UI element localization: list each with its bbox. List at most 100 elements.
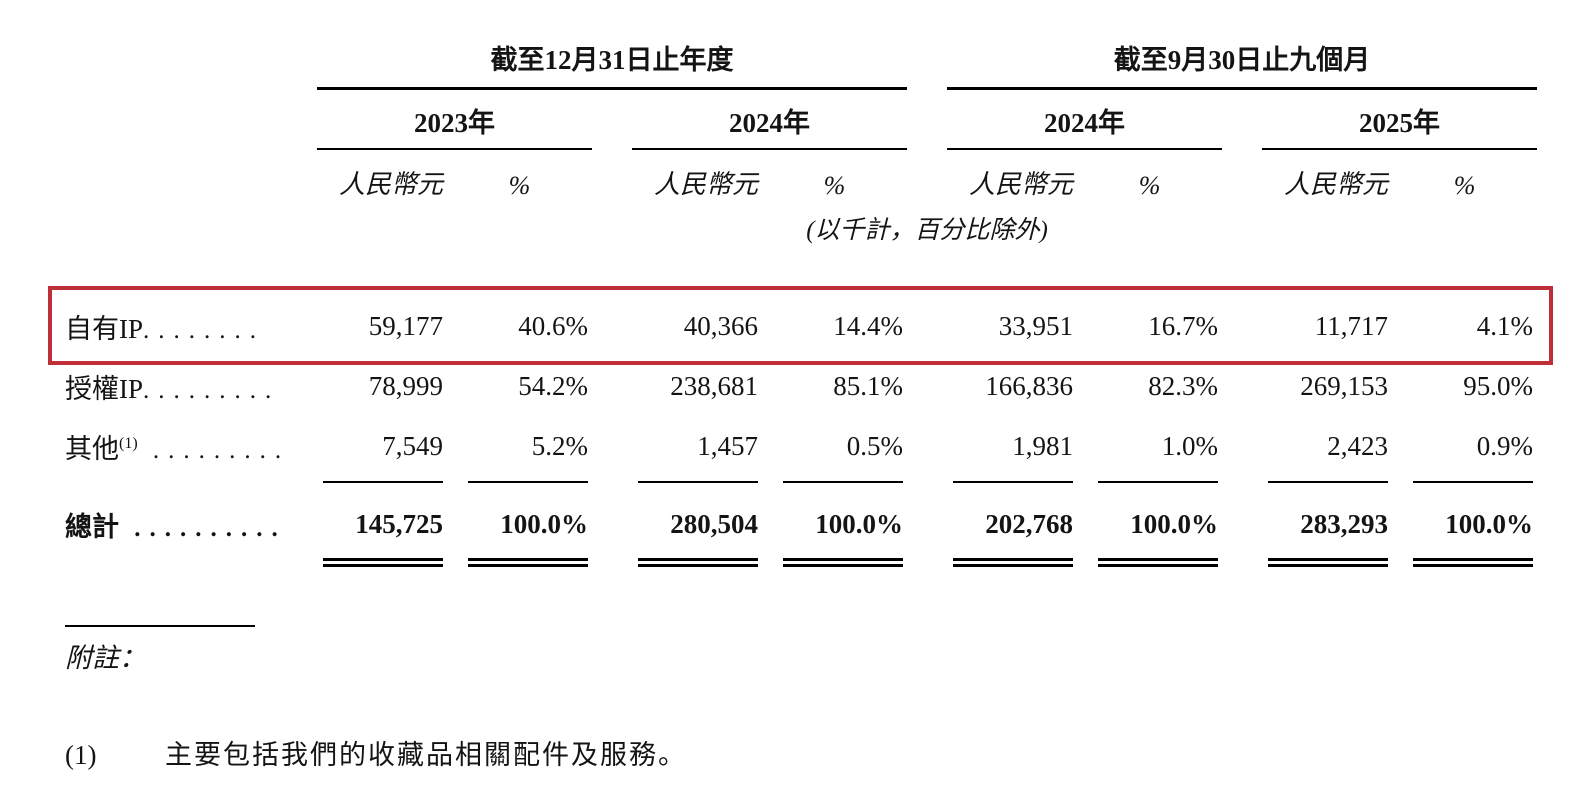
table-row-others: 其他(1) ......... 7,549 5.2% 1,457 0.5% 1,… xyxy=(65,417,1537,477)
row-label-others: 其他(1) ......... xyxy=(65,434,291,464)
spacer xyxy=(65,477,317,495)
unit-header-row: 人民幣元 % 人民幣元 % 人民幣元 % 人民幣元 % xyxy=(65,149,1537,205)
spacer xyxy=(592,477,632,495)
spacer xyxy=(1222,495,1262,555)
double-rule xyxy=(953,557,1074,567)
total-cell: 202,768 xyxy=(985,509,1074,539)
footnote-marker: (1) xyxy=(65,740,97,770)
single-rule xyxy=(1268,480,1389,483)
double-rule xyxy=(1268,557,1389,567)
value-cell: 14.4% xyxy=(833,311,904,341)
year-2024: 2024年 xyxy=(632,88,908,150)
dot-leader: ......... xyxy=(137,437,291,464)
value-cell: 59,177 xyxy=(368,311,443,341)
spacer xyxy=(907,555,947,577)
spacer xyxy=(592,89,632,149)
double-rule xyxy=(1413,557,1534,567)
spacer xyxy=(65,38,317,89)
period-header-9m: 截至9月30日止九個月 xyxy=(947,38,1538,90)
rule-cell xyxy=(1392,555,1537,577)
percent-header: % xyxy=(508,170,531,200)
year-header-row: 2023年 2024年 2024年 2025年 xyxy=(65,88,1538,150)
total-cell: 145,725 xyxy=(355,509,443,539)
spacer xyxy=(1222,417,1262,477)
value-cell: 82.3% xyxy=(1148,371,1219,401)
total-cell: 283,293 xyxy=(1300,509,1389,539)
spacer xyxy=(65,205,317,251)
rule-cell xyxy=(447,477,592,495)
rule-cell xyxy=(1262,477,1392,495)
value-cell: 1,457 xyxy=(697,431,758,461)
value-cell: 85.1% xyxy=(833,371,904,401)
value-cell: 1,981 xyxy=(1012,431,1074,461)
table-row-total: 總計 .......... 145,725 100.0% 280,504 100… xyxy=(65,495,1537,555)
spacer xyxy=(907,297,947,357)
unit-note: (以千計，百分比除外) xyxy=(806,216,1048,244)
value-cell: 0.5% xyxy=(846,431,904,461)
spacer xyxy=(907,38,947,89)
single-rule xyxy=(1098,480,1219,483)
percent-header: % xyxy=(1138,170,1161,200)
spacer xyxy=(65,251,1537,297)
single-rule xyxy=(783,480,904,483)
spacer xyxy=(1222,89,1262,149)
spacer xyxy=(907,149,947,205)
subtotal-rule-row xyxy=(65,477,1537,495)
year-9m-2024: 2024年 xyxy=(947,88,1223,150)
value-cell: 4.1% xyxy=(1476,311,1534,341)
total-cell: 280,504 xyxy=(670,509,758,539)
footnote-heading: 附註： xyxy=(65,643,146,673)
value-cell: 5.2% xyxy=(531,431,588,461)
total-cell: 100.0% xyxy=(1445,509,1534,539)
rule-cell xyxy=(1077,477,1222,495)
rule-cell xyxy=(1392,477,1537,495)
spacer xyxy=(592,495,632,555)
spacer xyxy=(65,555,317,577)
value-cell: 166,836 xyxy=(985,371,1074,401)
spacer xyxy=(65,89,317,149)
percent-header: % xyxy=(1453,170,1476,200)
spacer xyxy=(907,495,947,555)
total-cell: 100.0% xyxy=(1130,509,1219,539)
value-cell: 95.0% xyxy=(1463,371,1534,401)
spacer xyxy=(907,357,947,417)
spacer xyxy=(592,297,632,357)
group-header-row: 截至12月31日止年度 截至9月30日止九個月 xyxy=(65,38,1538,90)
footnote-ref: (1) xyxy=(119,435,138,452)
value-cell: 1.0% xyxy=(1161,431,1219,461)
rule-cell xyxy=(1077,555,1222,577)
table-row-own-ip: 自有IP........ 59,177 40.6% 40,366 14.4% 3… xyxy=(65,297,1537,357)
rule-cell xyxy=(947,555,1077,577)
spacer xyxy=(1222,149,1262,205)
value-cell: 7,549 xyxy=(382,431,443,461)
double-rule xyxy=(1098,557,1219,567)
footnote-text: 主要包括我們的收藏品相關配件及服務。 xyxy=(165,740,687,770)
dot-leader: ........ xyxy=(143,317,266,344)
rule-cell xyxy=(317,477,447,495)
unit-note-row: (以千計，百分比除外) xyxy=(65,205,1537,251)
table-row-licensed-ip: 授權IP......... 78,999 54.2% 238,681 85.1%… xyxy=(65,357,1537,417)
spacer-row xyxy=(65,251,1537,297)
spacer xyxy=(1222,297,1262,357)
spacer xyxy=(1222,477,1262,495)
value-cell: 269,153 xyxy=(1300,371,1389,401)
currency-header: 人民幣元 xyxy=(969,169,1074,199)
spacer xyxy=(907,477,947,495)
value-cell: 11,717 xyxy=(1314,311,1389,341)
value-cell: 40.6% xyxy=(518,311,588,341)
currency-header: 人民幣元 xyxy=(338,169,443,199)
single-rule xyxy=(638,480,758,483)
year-9m-2025: 2025年 xyxy=(1262,88,1538,150)
rule-cell xyxy=(632,477,762,495)
footnote-divider xyxy=(65,625,255,627)
total-rule-row xyxy=(65,555,1537,577)
double-rule xyxy=(323,557,443,567)
spacer xyxy=(592,555,632,577)
value-cell: 40,366 xyxy=(683,311,758,341)
spacer xyxy=(592,357,632,417)
spacer xyxy=(1222,357,1262,417)
single-rule xyxy=(468,480,588,483)
value-cell: 238,681 xyxy=(670,371,758,401)
spacer xyxy=(907,89,947,149)
spacer xyxy=(907,417,947,477)
